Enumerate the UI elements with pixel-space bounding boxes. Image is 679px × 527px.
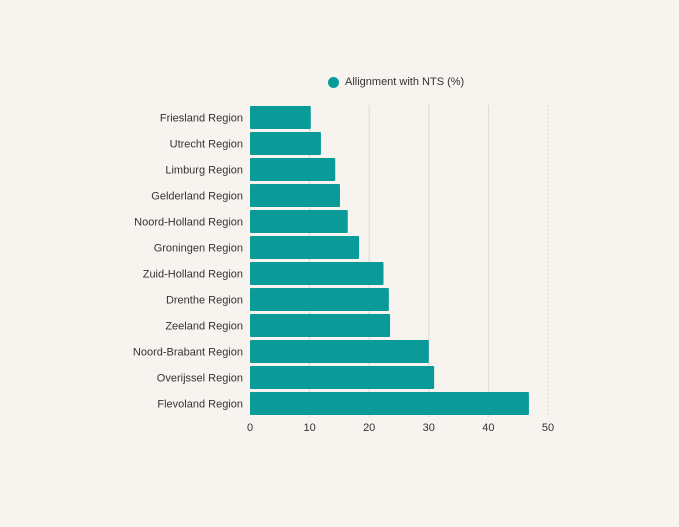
y-tick-label: Friesland Region bbox=[160, 113, 243, 125]
x-tick-label: 40 bbox=[482, 422, 494, 434]
x-tick-label: 50 bbox=[542, 422, 554, 434]
bar bbox=[250, 210, 348, 233]
bar bbox=[250, 132, 321, 155]
bar bbox=[250, 366, 435, 389]
bar bbox=[250, 288, 389, 311]
legend: Allignment with NTS (%) bbox=[328, 76, 464, 88]
y-tick-label: Zuid-Holland Region bbox=[143, 269, 243, 281]
x-tick-label: 20 bbox=[363, 422, 375, 434]
y-tick-label: Noord-Brabant Region bbox=[133, 347, 243, 359]
bar bbox=[250, 392, 529, 415]
y-tick-label: Limburg Region bbox=[165, 165, 243, 177]
y-tick-label: Flevoland Region bbox=[157, 399, 243, 411]
y-tick-label: Utrecht Region bbox=[170, 139, 243, 151]
bar bbox=[250, 314, 391, 337]
bar bbox=[250, 236, 360, 259]
bar bbox=[250, 262, 384, 285]
x-tick-label: 30 bbox=[423, 422, 435, 434]
y-tick-label: Overijssel Region bbox=[157, 373, 243, 385]
legend-swatch bbox=[328, 76, 339, 88]
x-tick-label: 10 bbox=[303, 422, 315, 434]
x-tick-label: 0 bbox=[247, 422, 253, 434]
y-tick-label: Gelderland Region bbox=[151, 191, 243, 203]
bar bbox=[250, 158, 336, 181]
y-tick-label: Zeeland Region bbox=[165, 321, 243, 333]
bar bbox=[250, 340, 429, 363]
bar bbox=[250, 106, 311, 129]
legend-label: Allignment with NTS (%) bbox=[345, 76, 465, 88]
y-tick-label: Noord-Holland Region bbox=[134, 217, 243, 229]
y-tick-label: Drenthe Region bbox=[166, 295, 243, 307]
bar bbox=[250, 184, 340, 207]
y-tick-label: Groningen Region bbox=[154, 243, 243, 255]
